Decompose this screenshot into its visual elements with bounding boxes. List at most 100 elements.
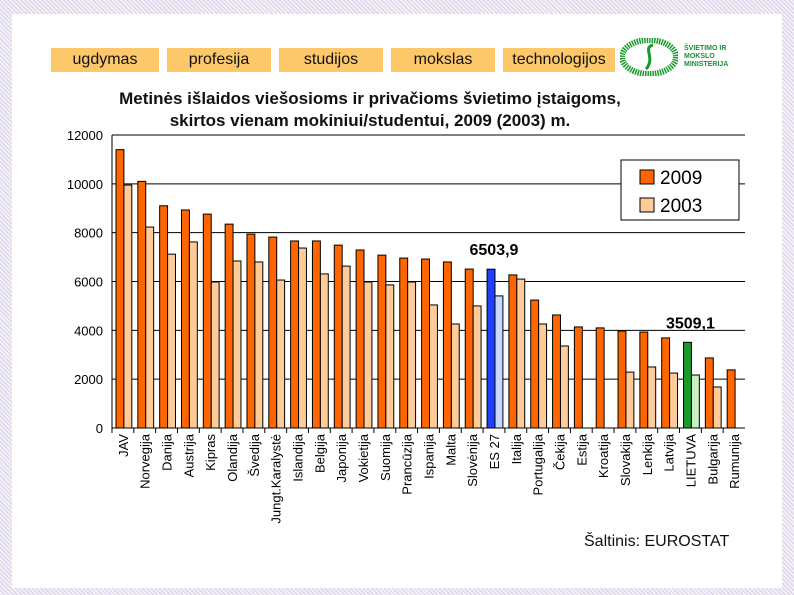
bar-2003: [232, 260, 242, 429]
bar-2009: [421, 258, 431, 429]
bar-2003: [625, 371, 635, 429]
legend-swatch-2003: [639, 197, 655, 213]
bar-2009: [573, 326, 583, 429]
bar-2009: [333, 244, 343, 429]
x-tick-label: Kroatija: [596, 433, 611, 478]
bar-2003: [276, 279, 286, 429]
bar-2009: [486, 268, 496, 429]
x-tick-label: Kipras: [203, 434, 218, 471]
data-label: 3509,1: [666, 315, 715, 332]
chart-title-line-1: Metinės išlaidos viešosioms ir privačiom…: [119, 89, 621, 108]
x-tick-label: Vokietija: [356, 433, 371, 482]
bar-2003: [450, 323, 460, 429]
bar-2003: [407, 281, 417, 429]
x-tick-label: LIETUVA: [683, 434, 698, 488]
bar-2003: [429, 304, 438, 429]
chart-title: Metinės išlaidos viešosioms ir privačiom…: [60, 88, 680, 132]
bar-2009: [508, 274, 518, 429]
bar-2003: [167, 253, 176, 429]
x-tick-label: Ispanija: [422, 433, 437, 479]
bar-2009: [311, 240, 321, 429]
bar-2009: [530, 299, 540, 429]
bar-2009: [399, 257, 409, 429]
legend-swatch-2009: [639, 169, 655, 185]
bar-2003: [254, 261, 264, 429]
x-tick-label: Slovakija: [618, 433, 633, 486]
y-tick-label: 4000: [74, 323, 103, 338]
x-tick-label: Italija: [509, 433, 524, 464]
x-tick-label: Norvegija: [138, 433, 153, 489]
bar-2003: [494, 295, 504, 429]
bar-2003: [341, 265, 351, 429]
x-tick-label: ES 27: [487, 434, 502, 469]
x-tick-label: Austrija: [181, 433, 196, 477]
x-tick-label: Danija: [160, 433, 175, 471]
y-tick-label: 8000: [74, 226, 103, 241]
legend-label-2003: 2003: [660, 196, 702, 217]
x-tick-label: JAV: [116, 434, 131, 457]
x-tick-label: Malta: [443, 433, 458, 466]
source-note: Šaltinis: EUROSTAT: [584, 533, 730, 550]
bar-2009: [377, 254, 387, 429]
x-tick-label: Japonija: [334, 433, 349, 482]
bar-2003: [123, 184, 133, 429]
bar-2003: [690, 374, 700, 429]
x-tick-label: Suomija: [378, 433, 393, 481]
x-tick-label: Olandija: [225, 433, 240, 481]
bar-2009: [355, 249, 365, 429]
bar-2009: [552, 314, 561, 429]
logo-text: ŠVIETIMO IR MOKSLO MINISTERIJA: [684, 45, 729, 68]
y-tick-label: 6000: [74, 275, 103, 290]
bar-2003: [538, 323, 548, 429]
x-tick-label: Portugalija: [531, 433, 546, 495]
y-tick-label: 10000: [67, 177, 103, 192]
tab-studijos[interactable]: studijos: [279, 48, 383, 72]
bar-2009: [224, 223, 234, 429]
bar-2003: [712, 386, 722, 429]
bar-2009: [595, 327, 605, 429]
bar-2009: [115, 149, 125, 429]
tab-mokslas[interactable]: mokslas: [391, 48, 495, 72]
bar-2003: [363, 281, 373, 429]
bar-2009: [617, 330, 627, 429]
y-tick-label: 2000: [74, 372, 103, 387]
bar-2009: [246, 233, 256, 429]
tab-profesija[interactable]: profesija: [167, 48, 271, 72]
logo-emblem-icon: [620, 38, 678, 76]
bar-2009: [442, 261, 452, 429]
bar-2009: [159, 205, 169, 429]
nav-tabs: ugdymas profesija studijos mokslas techn…: [51, 48, 615, 72]
bar-2003: [298, 247, 307, 429]
bar-2003: [472, 305, 482, 429]
legend-label-2009: 2009: [660, 168, 702, 189]
tab-technologijos[interactable]: technologijos: [503, 48, 615, 72]
x-tick-label: Bulgarija: [705, 433, 720, 484]
bar-2009: [683, 341, 692, 429]
ministry-logo: ŠVIETIMO IR MOKSLO MINISTERIJA: [620, 38, 744, 76]
y-tick-label: 12000: [67, 128, 103, 143]
x-tick-label: Islandija: [291, 433, 306, 481]
bar-2003: [385, 284, 395, 429]
chart-title-line-2: skirtos vienam mokiniui/studentui, 2009 …: [169, 111, 571, 130]
x-tick-label: Lenkija: [640, 433, 655, 475]
data-label: 6503,9: [470, 242, 519, 259]
bar-2009: [704, 357, 714, 429]
bar-2003: [319, 273, 329, 429]
bar-2003: [516, 278, 526, 429]
bar-2009: [180, 209, 190, 429]
y-tick-label: 0: [96, 421, 103, 436]
bar-2003: [210, 281, 220, 429]
x-tick-label: Latvija: [662, 433, 677, 471]
bar-2009: [290, 240, 300, 429]
bar-2009: [726, 369, 736, 429]
x-tick-label: Slovėnija: [465, 433, 480, 487]
x-tick-label: Prancūzija: [400, 433, 415, 494]
x-tick-label: Čekija: [552, 433, 567, 470]
bar-2003: [647, 366, 657, 429]
bar-2009: [137, 180, 147, 429]
bar-2009: [464, 268, 474, 429]
bar-2009: [202, 213, 212, 429]
tab-ugdymas[interactable]: ugdymas: [51, 48, 159, 72]
bar-2003: [559, 345, 569, 429]
